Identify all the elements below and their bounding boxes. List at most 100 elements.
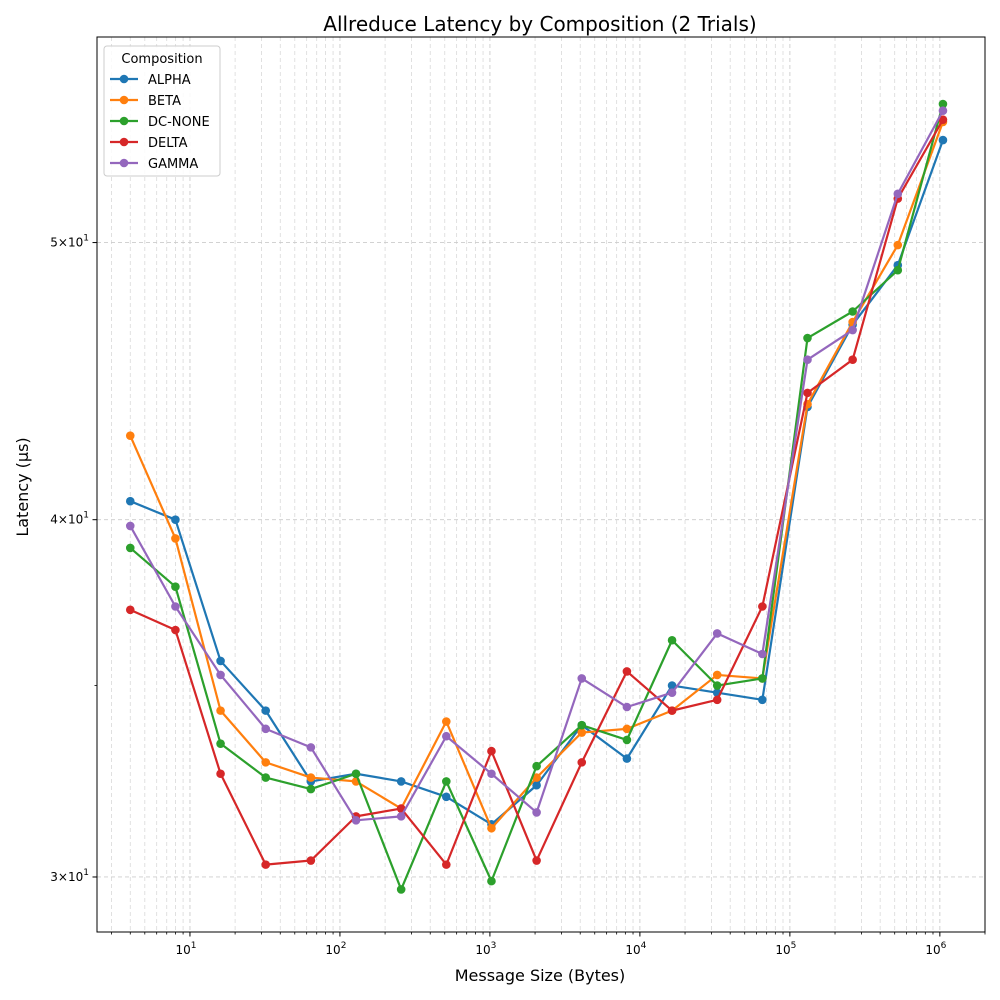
data-point-gamma: [487, 769, 496, 779]
data-point-gamma: [938, 106, 948, 116]
x-tick-label: 105: [775, 941, 796, 957]
data-point-dc-none: [216, 739, 225, 748]
legend-label: ALPHA: [148, 73, 191, 88]
data-point-alpha: [261, 706, 271, 715]
data-point-gamma: [125, 521, 135, 531]
data-point-dc-none: [667, 635, 677, 645]
data-point-delta: [216, 769, 225, 779]
legend-item-beta: BETA: [110, 94, 181, 109]
chart-title: Allreduce Latency by Composition (2 Tria…: [323, 12, 756, 36]
y-tick-base: 5×10: [50, 236, 83, 250]
x-tick-label: 101: [175, 941, 196, 957]
data-point-dc-none: [712, 681, 722, 690]
data-point-gamma: [622, 702, 632, 712]
data-point-gamma: [171, 602, 180, 611]
x-tick-base: 10: [775, 943, 790, 957]
x-tick-label: 104: [625, 941, 646, 957]
data-point-alpha: [532, 780, 541, 790]
x-tick-label: 106: [925, 941, 946, 957]
data-point-dc-none: [532, 761, 541, 771]
data-point-gamma: [893, 189, 903, 199]
legend-item-dc-none: DC-NONE: [110, 115, 210, 130]
data-point-gamma: [803, 355, 812, 364]
data-point-dc-none: [125, 543, 135, 553]
minor-grid: [111, 37, 986, 932]
x-tick-exponent: 4: [641, 941, 647, 951]
series-gamma: [125, 106, 948, 825]
x-tick-exponent: 2: [341, 941, 347, 951]
legend-title: Composition: [121, 52, 202, 67]
data-point-alpha: [171, 515, 180, 524]
x-tick-base: 10: [625, 943, 640, 957]
y-tick-exponent: 1: [83, 511, 89, 521]
data-point-alpha: [216, 656, 225, 666]
data-point-beta: [125, 431, 135, 440]
data-point-dc-none: [577, 720, 587, 730]
data-point-dc-none: [487, 876, 496, 886]
data-point-gamma: [667, 688, 677, 697]
data-point-alpha: [396, 777, 406, 786]
data-point-delta: [577, 758, 587, 767]
x-axis-label: Message Size (Bytes): [455, 966, 626, 985]
legend-label: BETA: [148, 94, 181, 109]
data-point-delta: [712, 695, 722, 705]
y-tick-label: 4×101: [50, 511, 89, 527]
y-axis-label: Latency (µs): [13, 437, 32, 536]
data-point-delta: [171, 625, 180, 635]
x-tick-base: 10: [325, 943, 340, 957]
data-point-dc-none: [758, 674, 767, 683]
data-point-beta: [171, 534, 180, 543]
data-point-alpha: [622, 754, 632, 763]
x-tick-base: 10: [475, 943, 490, 957]
data-point-delta: [622, 667, 632, 676]
legend-swatch-marker: [119, 158, 129, 168]
data-point-alpha: [125, 496, 135, 506]
data-point-dc-none: [622, 735, 632, 745]
data-point-dc-none: [893, 265, 903, 275]
data-point-dc-none: [306, 784, 316, 794]
data-point-gamma: [758, 649, 767, 659]
data-point-delta: [758, 602, 767, 611]
x-tick-exponent: 3: [491, 941, 497, 951]
legend-item-gamma: GAMMA: [110, 157, 198, 172]
data-point-alpha: [758, 695, 767, 705]
legend-item-alpha: ALPHA: [110, 73, 191, 88]
data-point-gamma: [261, 724, 271, 734]
data-point-beta: [442, 717, 451, 726]
data-point-gamma: [306, 743, 316, 752]
data-point-delta: [487, 746, 496, 756]
y-tick-base: 4×10: [50, 513, 83, 527]
x-tick-label: 103: [475, 941, 496, 957]
data-point-gamma: [351, 816, 361, 825]
data-point-beta: [893, 240, 903, 250]
data-point-beta: [622, 724, 632, 734]
data-point-delta: [442, 860, 451, 869]
x-tick-base: 10: [175, 943, 190, 957]
x-tick-exponent: 1: [191, 941, 197, 951]
data-point-dc-none: [261, 773, 271, 782]
data-point-delta: [938, 115, 948, 124]
legend-swatch-marker: [119, 74, 129, 84]
legend-swatch-marker: [119, 95, 129, 105]
data-point-beta: [306, 773, 316, 782]
data-point-delta: [532, 856, 541, 865]
data-point-dc-none: [938, 99, 948, 109]
data-point-delta: [125, 605, 135, 615]
data-point-alpha: [442, 792, 451, 802]
data-point-beta: [532, 773, 541, 782]
legend-swatch-marker: [119, 137, 129, 147]
x-tick-base: 10: [925, 943, 940, 957]
x-tick-exponent: 6: [941, 941, 947, 951]
legend-label: DC-NONE: [148, 115, 210, 130]
data-point-dc-none: [396, 885, 406, 894]
legend-item-delta: DELTA: [110, 136, 188, 151]
data-point-dc-none: [442, 777, 451, 786]
x-tick-exponent: 5: [791, 941, 797, 951]
data-point-dc-none: [171, 582, 180, 591]
data-point-delta: [261, 860, 271, 869]
data-point-gamma: [532, 808, 541, 817]
data-point-beta: [487, 823, 496, 833]
y-tick-label: 5×101: [50, 234, 89, 250]
